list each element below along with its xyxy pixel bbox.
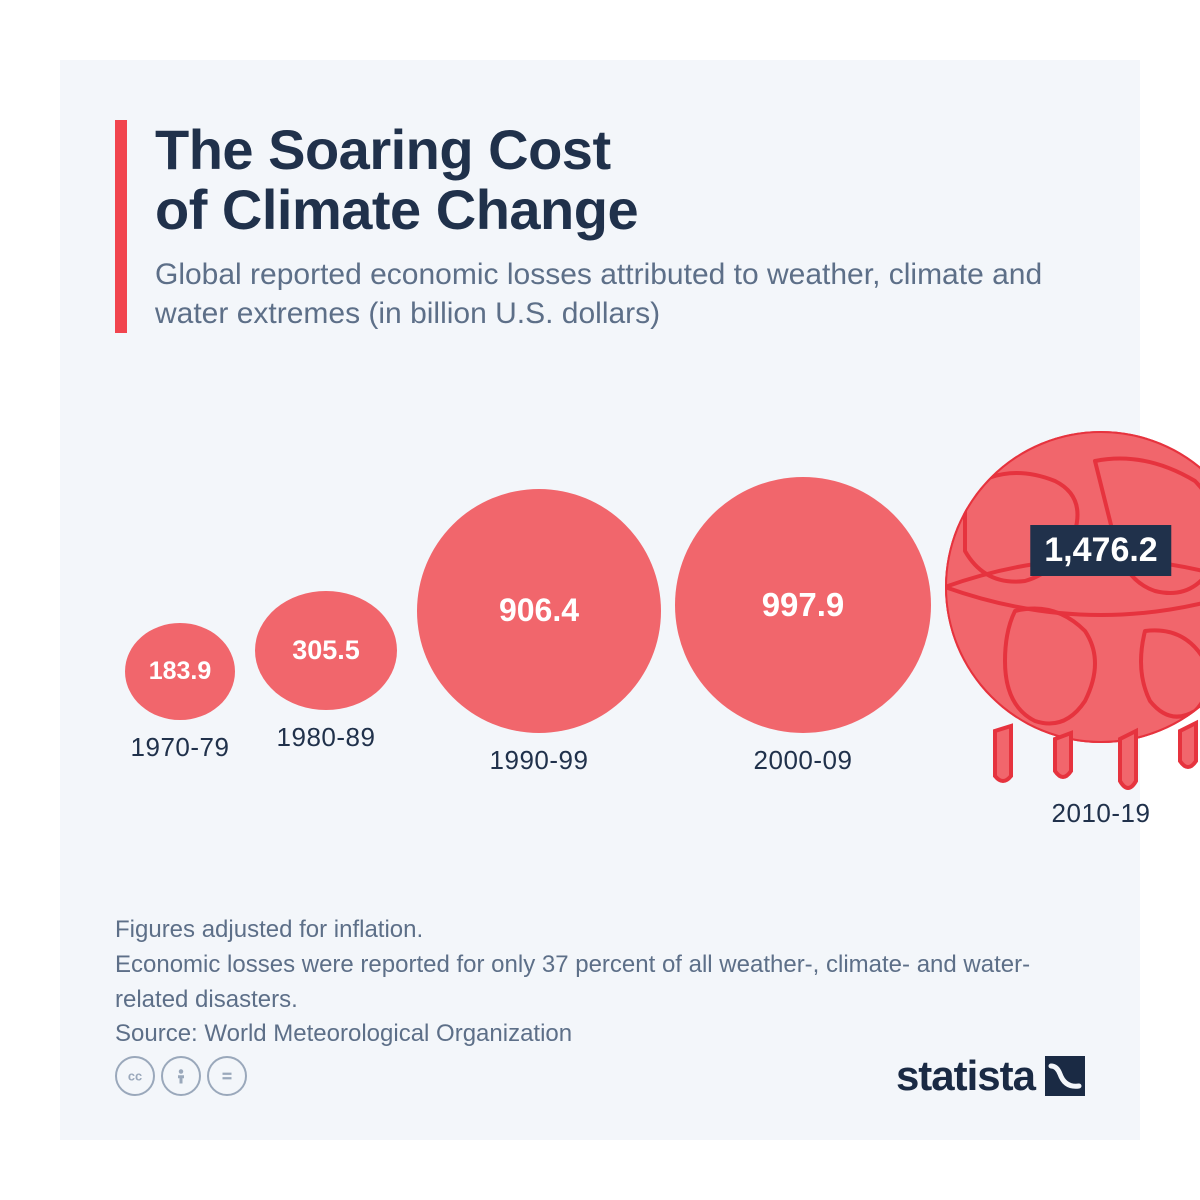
chart-title: The Soaring Cost of Climate Change xyxy=(155,120,1085,241)
header-block: The Soaring Cost of Climate Change Globa… xyxy=(115,120,1085,333)
bubble-label: 1970-79 xyxy=(131,732,230,763)
bubble-chart: 183.9 1970-79 305.5 1980-89 906.4 1990-99 997.… xyxy=(115,373,1085,843)
brand-name: statista xyxy=(896,1052,1035,1100)
bubble-circle: 305.5 xyxy=(255,591,397,710)
cc-icon: cc xyxy=(115,1056,155,1096)
infographic-card: The Soaring Cost of Climate Change Globa… xyxy=(60,60,1140,1140)
globe-value-badge: 1,476.2 xyxy=(1030,525,1171,576)
svg-text:cc: cc xyxy=(128,1069,142,1084)
bubble-label: 2000-09 xyxy=(754,745,853,776)
bubble-circle: 906.4 xyxy=(417,489,661,733)
cc-license-icons: cc xyxy=(115,1056,247,1096)
footer: cc statista xyxy=(115,1052,1085,1100)
bubble-label: 2010-19 xyxy=(1052,798,1151,829)
note-line: Figures adjusted for inflation. xyxy=(115,913,1085,948)
bubble-label: 1990-99 xyxy=(490,745,589,776)
bubble-circle: 997.9 xyxy=(675,477,931,733)
footnotes: Figures adjusted for inflation. Economic… xyxy=(115,913,1085,1052)
note-line: Economic losses were reported for only 3… xyxy=(115,948,1085,1018)
brand-block: statista xyxy=(896,1052,1085,1100)
nd-icon xyxy=(207,1056,247,1096)
bubble-item: 305.5 1980-89 xyxy=(255,591,397,753)
bubble-item: 183.9 1970-79 xyxy=(125,623,235,763)
bubble-label: 1980-89 xyxy=(277,722,376,753)
title-line-1: The Soaring Cost xyxy=(155,118,611,181)
note-line: Source: World Meteorological Organizatio… xyxy=(115,1017,1085,1052)
globe-item: 1,476.2 2010-19 xyxy=(945,431,1200,829)
bubble-item: 906.4 1990-99 xyxy=(417,489,661,825)
by-icon xyxy=(161,1056,201,1096)
statista-logo-icon xyxy=(1045,1056,1085,1096)
chart-subtitle: Global reported economic losses attribut… xyxy=(155,255,1085,333)
title-line-2: of Climate Change xyxy=(155,178,638,241)
melting-globe-icon: 1,476.2 xyxy=(945,431,1200,743)
bubble-item: 997.9 2000-09 xyxy=(675,477,931,819)
bubble-circle: 183.9 xyxy=(125,623,235,720)
